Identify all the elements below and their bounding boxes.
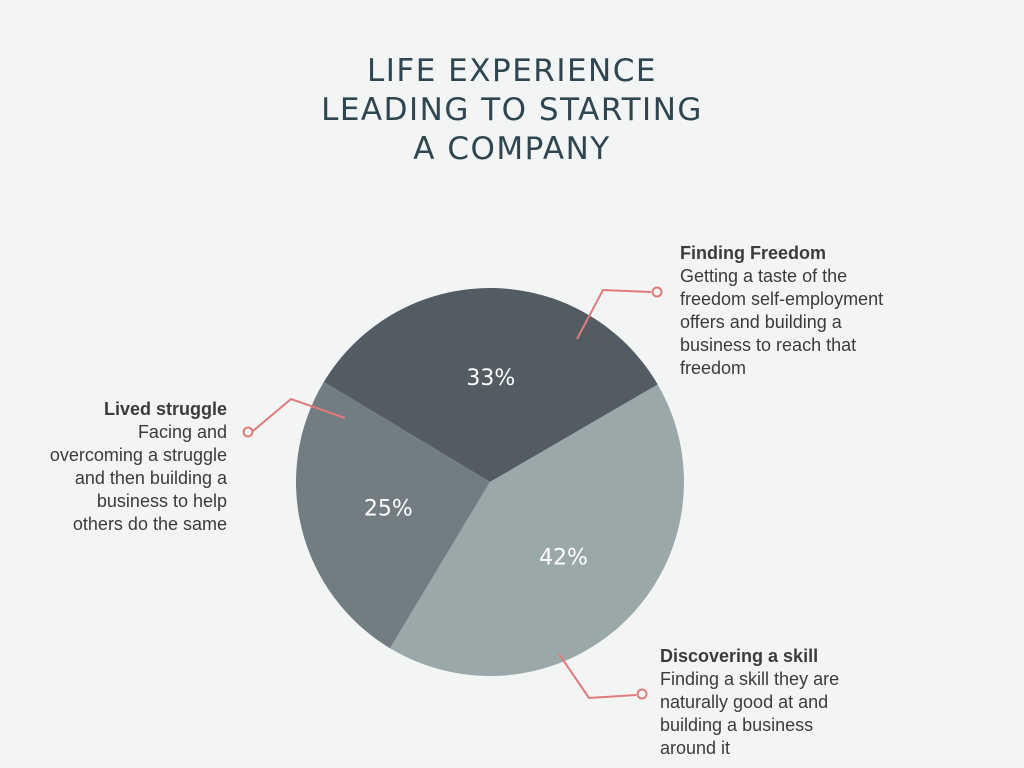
annotation-line: Getting a taste of the xyxy=(680,266,848,286)
pie-slices xyxy=(296,287,684,676)
annotation-heading: Discovering a skill xyxy=(660,646,819,666)
pie-labels: 33% 42% 25% xyxy=(364,366,588,570)
pie-slice-finding-freedom xyxy=(323,287,658,482)
annotation-line: freedom xyxy=(680,358,747,378)
chart-title: LIFE EXPERIENCE LEADING TO STARTING A CO… xyxy=(0,52,1024,169)
annotation-line: Facing and xyxy=(137,422,227,442)
chart-title-line-1: LIFE EXPERIENCE xyxy=(367,53,657,89)
chart-title-line-3: A COMPANY xyxy=(413,131,611,167)
annotation-discovering-a-skill: Discovering a skill Finding a skill they… xyxy=(660,645,1000,760)
annotation-line: building a business xyxy=(660,715,814,735)
annotation-line: around it xyxy=(660,738,731,758)
annotation-line: business to reach that xyxy=(680,335,857,355)
pie-label-lived-struggle: 25% xyxy=(364,496,413,521)
annotation-heading: Finding Freedom xyxy=(680,243,826,263)
pie-label-discovering-a-skill: 42% xyxy=(539,546,588,571)
annotation-line: naturally good at and xyxy=(660,692,829,712)
annotation-line: offers and building a xyxy=(680,312,842,332)
leader-line-skill xyxy=(558,653,648,700)
annotation-line: and then building a xyxy=(74,468,227,488)
annotation-line: overcoming a struggle xyxy=(49,445,227,465)
annotation-lived-struggle: Lived struggle Facing and overcoming a s… xyxy=(10,398,227,536)
annotation-finding-freedom: Finding Freedom Getting a taste of the f… xyxy=(680,242,1010,380)
pie-slice-lived-struggle xyxy=(296,381,490,649)
chart-title-line-2: LEADING TO STARTING xyxy=(321,92,703,128)
annotation-line: business to help xyxy=(96,491,227,511)
annotation-line: freedom self-employment xyxy=(680,289,884,309)
leader-line-freedom xyxy=(576,286,663,340)
pie-slice-discovering-a-skill xyxy=(389,384,684,676)
leader-line-struggle xyxy=(242,397,346,438)
pie-label-finding-freedom: 33% xyxy=(466,366,515,391)
annotation-line: others do the same xyxy=(72,514,227,534)
annotation-line: Finding a skill they are xyxy=(660,669,840,689)
annotation-heading: Lived struggle xyxy=(103,399,227,419)
